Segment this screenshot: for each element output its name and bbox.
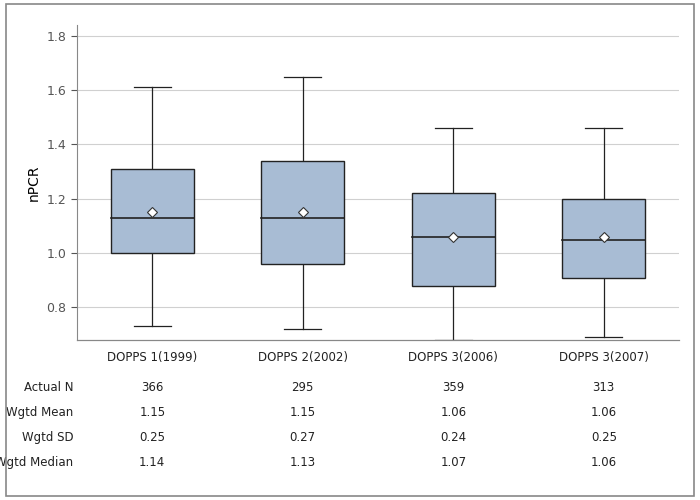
Text: 295: 295 (292, 381, 314, 394)
Text: 1.06: 1.06 (591, 456, 617, 469)
Text: DOPPS 2(2002): DOPPS 2(2002) (258, 351, 348, 364)
Text: 1.06: 1.06 (591, 406, 617, 419)
Text: 1.15: 1.15 (139, 406, 165, 419)
Bar (261, 161, 344, 264)
Text: 359: 359 (442, 381, 464, 394)
Bar (111, 169, 194, 253)
Text: DOPPS 1(1999): DOPPS 1(1999) (107, 351, 197, 364)
Text: Actual N: Actual N (24, 381, 74, 394)
Text: DOPPS 3(2007): DOPPS 3(2007) (559, 351, 649, 364)
Text: 1.06: 1.06 (440, 406, 466, 419)
Y-axis label: nPCR: nPCR (27, 164, 41, 200)
Text: DOPPS 3(2006): DOPPS 3(2006) (408, 351, 498, 364)
Text: 1.07: 1.07 (440, 456, 466, 469)
Text: Wgtd Median: Wgtd Median (0, 456, 74, 469)
Text: 0.25: 0.25 (591, 431, 617, 444)
Text: 313: 313 (593, 381, 615, 394)
Text: Wgtd Mean: Wgtd Mean (6, 406, 74, 419)
Text: 366: 366 (141, 381, 163, 394)
Text: 0.27: 0.27 (290, 431, 316, 444)
Text: 1.15: 1.15 (290, 406, 316, 419)
Bar (412, 194, 495, 286)
Text: Wgtd SD: Wgtd SD (22, 431, 74, 444)
Bar (562, 199, 645, 278)
Text: 0.25: 0.25 (139, 431, 165, 444)
Text: 0.24: 0.24 (440, 431, 466, 444)
Text: 1.14: 1.14 (139, 456, 165, 469)
Text: 1.13: 1.13 (290, 456, 316, 469)
